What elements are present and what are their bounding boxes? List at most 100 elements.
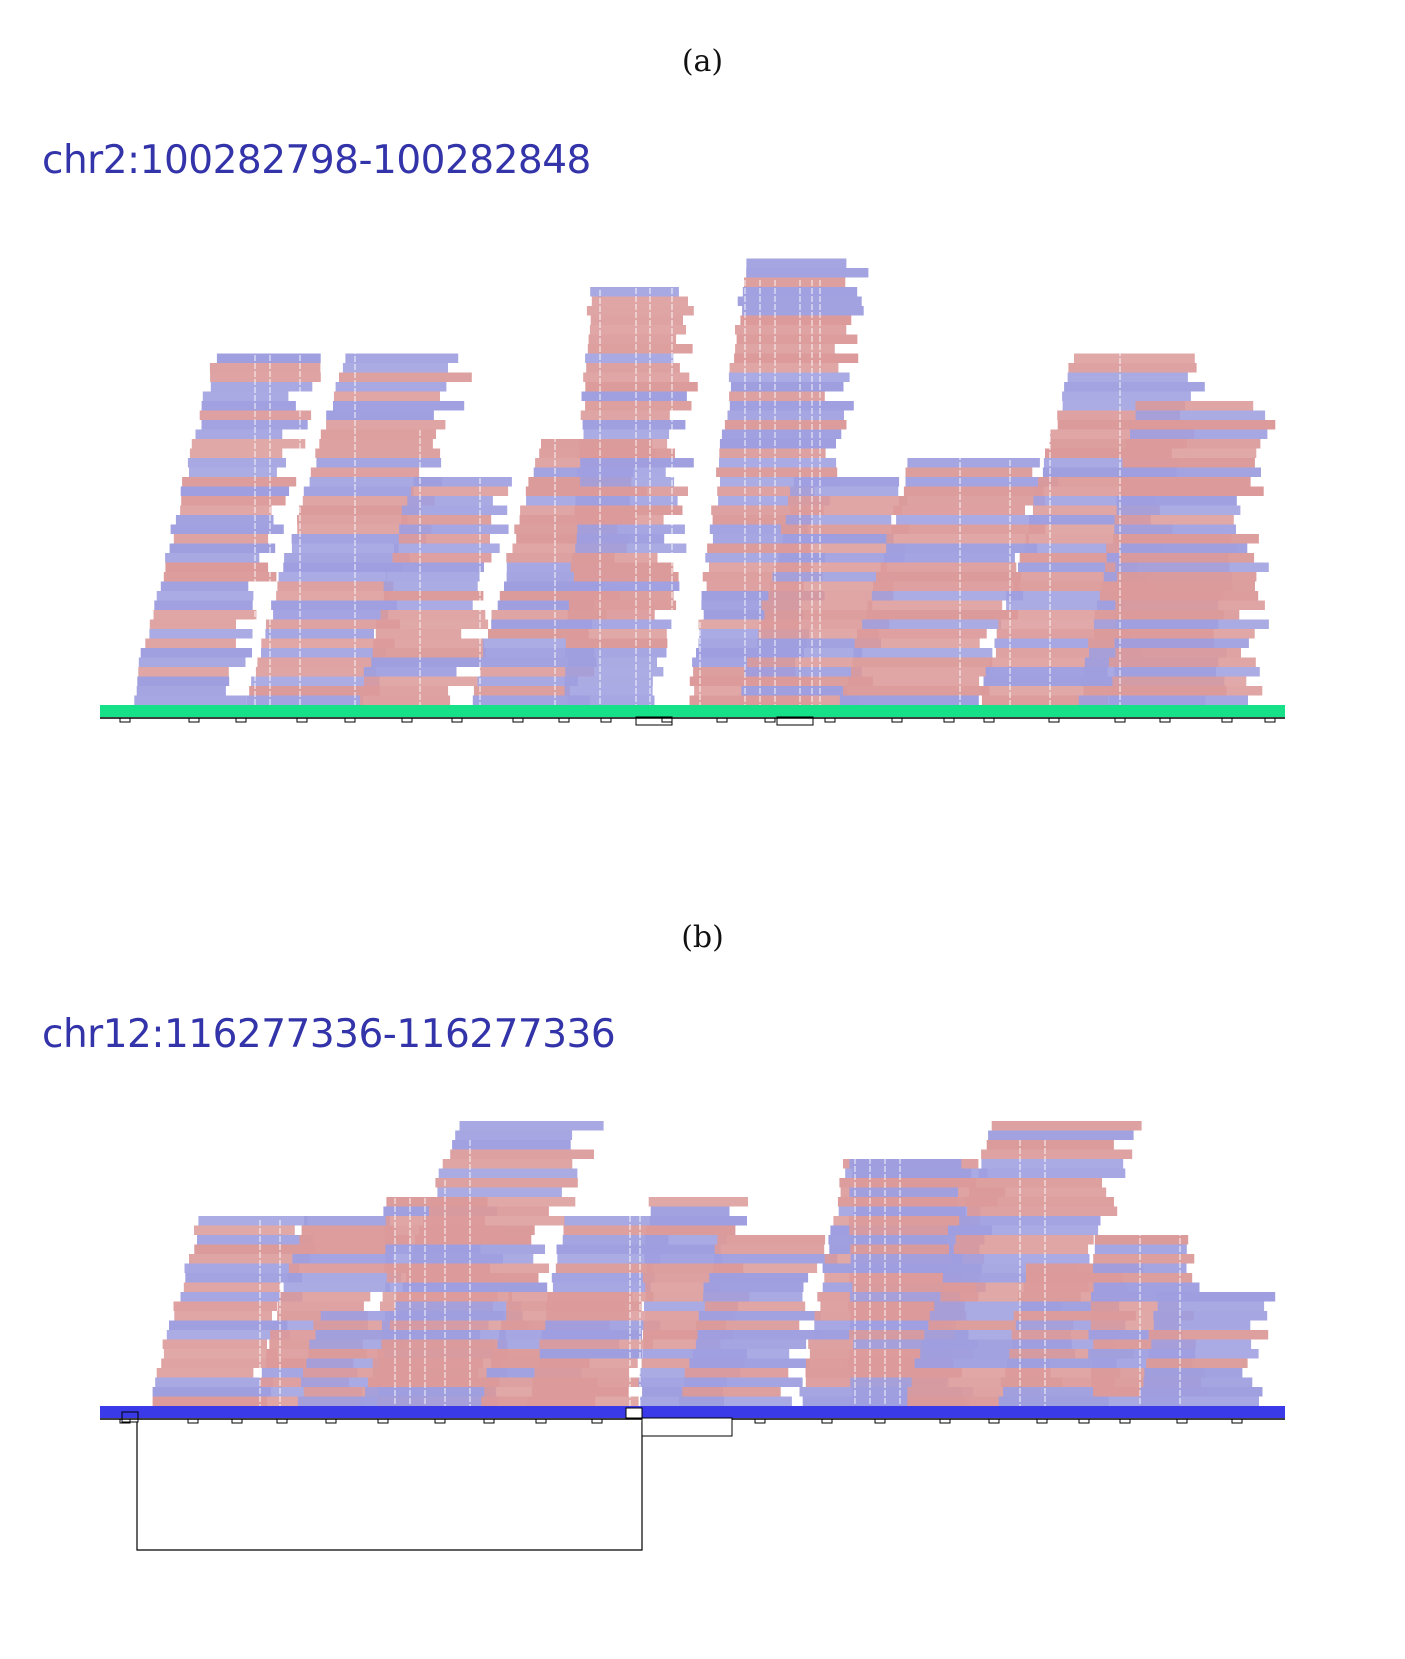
aligned-read bbox=[849, 1330, 955, 1340]
aligned-read bbox=[197, 1235, 313, 1245]
aligned-read bbox=[873, 581, 1020, 591]
read-stack bbox=[839, 458, 1059, 705]
aligned-read bbox=[315, 448, 441, 458]
aligned-read bbox=[574, 505, 683, 515]
aligned-read bbox=[1090, 1301, 1179, 1311]
feature-box bbox=[1078, 1418, 1090, 1424]
panel-b-label: (b) bbox=[681, 920, 724, 955]
aligned-read bbox=[1042, 467, 1177, 477]
aligned-read bbox=[1009, 1349, 1134, 1359]
aligned-read bbox=[644, 1254, 723, 1264]
aligned-read bbox=[363, 667, 457, 677]
aligned-read bbox=[1119, 553, 1255, 563]
feature-box bbox=[119, 717, 131, 723]
aligned-read bbox=[929, 1311, 1077, 1321]
aligned-read bbox=[563, 1225, 668, 1235]
reference-sequence-bar bbox=[100, 705, 1285, 717]
aligned-read bbox=[577, 486, 688, 496]
aligned-read bbox=[249, 686, 381, 696]
aligned-read bbox=[928, 1320, 1074, 1330]
feature-box bbox=[121, 1411, 139, 1423]
aligned-read bbox=[852, 1282, 976, 1292]
aligned-read bbox=[194, 1244, 317, 1254]
aligned-read bbox=[589, 325, 686, 335]
aligned-read bbox=[1116, 619, 1269, 629]
feature-box bbox=[821, 1418, 833, 1424]
aligned-read bbox=[431, 1197, 576, 1207]
aligned-read bbox=[255, 667, 376, 677]
aligned-read bbox=[721, 429, 842, 439]
read-stack bbox=[1140, 1292, 1276, 1406]
aligned-read bbox=[155, 1377, 274, 1387]
aligned-read bbox=[719, 458, 837, 468]
aligned-read bbox=[1115, 648, 1241, 658]
aligned-read bbox=[247, 695, 363, 705]
aligned-read bbox=[839, 695, 979, 705]
aligned-read bbox=[714, 1254, 838, 1264]
aligned-read bbox=[399, 524, 509, 534]
feature-box bbox=[824, 717, 836, 723]
aligned-read bbox=[574, 581, 680, 591]
feature-box bbox=[983, 717, 995, 723]
aligned-read bbox=[488, 629, 589, 639]
aligned-read bbox=[383, 1330, 506, 1340]
aligned-read bbox=[491, 610, 607, 620]
aligned-read bbox=[472, 695, 590, 705]
aligned-read bbox=[981, 686, 1118, 696]
aligned-read bbox=[758, 619, 890, 629]
aligned-read bbox=[1108, 686, 1263, 696]
aligned-read bbox=[850, 1368, 953, 1378]
aligned-read bbox=[782, 534, 894, 544]
aligned-read bbox=[644, 1311, 736, 1321]
aligned-read bbox=[706, 581, 804, 591]
aligned-read bbox=[701, 600, 801, 610]
aligned-read bbox=[580, 477, 675, 487]
aligned-read bbox=[1003, 1387, 1112, 1397]
aligned-read bbox=[920, 1349, 1076, 1359]
aligned-read bbox=[573, 572, 679, 582]
aligned-read bbox=[1024, 543, 1163, 553]
aligned-read bbox=[1091, 1273, 1193, 1283]
aligned-read bbox=[1116, 581, 1255, 591]
aligned-read bbox=[934, 1301, 1062, 1311]
feature-box bbox=[1119, 1418, 1131, 1424]
aligned-read bbox=[692, 657, 796, 667]
aligned-read bbox=[299, 1235, 410, 1245]
aligned-read bbox=[853, 648, 993, 658]
aligned-read bbox=[491, 619, 593, 629]
aligned-read bbox=[643, 1244, 721, 1254]
aligned-read bbox=[320, 429, 436, 439]
aligned-read bbox=[297, 1396, 421, 1406]
feature-box bbox=[1114, 717, 1126, 723]
aligned-read bbox=[136, 686, 226, 696]
aligned-read bbox=[257, 657, 385, 667]
aligned-read bbox=[371, 657, 481, 667]
read-stack bbox=[1108, 534, 1269, 705]
aligned-read bbox=[541, 1330, 642, 1340]
aligned-read bbox=[1025, 1263, 1144, 1273]
aligned-read bbox=[1093, 1254, 1195, 1264]
aligned-read bbox=[173, 1301, 278, 1311]
aligned-read bbox=[996, 629, 1130, 639]
aligned-read bbox=[577, 515, 664, 525]
aligned-read bbox=[156, 1368, 254, 1378]
read-stack bbox=[360, 477, 512, 705]
aligned-read bbox=[1148, 1330, 1269, 1340]
feature-box bbox=[635, 716, 673, 726]
aligned-read bbox=[699, 629, 809, 639]
aligned-read bbox=[745, 676, 873, 686]
feature-box bbox=[943, 717, 955, 723]
aligned-read bbox=[1115, 562, 1269, 572]
aligned-read bbox=[187, 458, 286, 468]
aligned-read bbox=[1092, 1358, 1193, 1368]
aligned-read bbox=[719, 448, 826, 458]
aligned-read bbox=[210, 372, 321, 382]
aligned-read bbox=[291, 534, 427, 544]
aligned-read bbox=[1157, 1301, 1265, 1311]
aligned-read bbox=[291, 543, 399, 553]
aligned-read bbox=[981, 695, 1109, 705]
aligned-read bbox=[183, 1282, 281, 1292]
aligned-read bbox=[1064, 382, 1205, 392]
aligned-read bbox=[642, 1330, 734, 1340]
aligned-read bbox=[588, 334, 677, 344]
